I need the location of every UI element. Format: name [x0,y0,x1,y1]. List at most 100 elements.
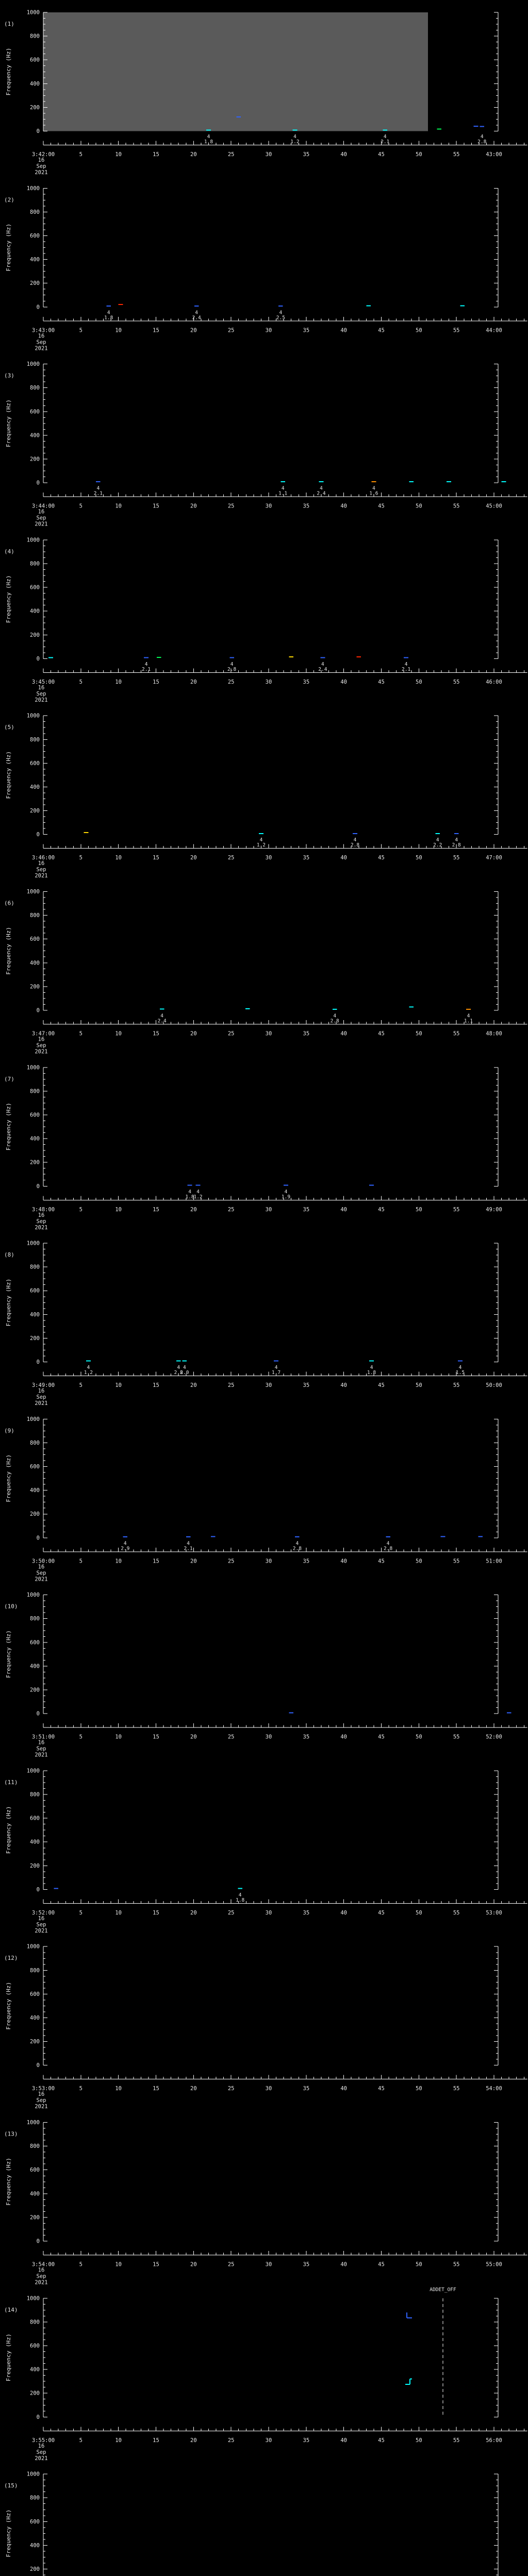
x-tick-label: 30 [266,855,272,861]
event-count-label: 4 [177,1365,180,1370]
event-count-label: 4 [207,134,210,140]
y-tick-label: 600 [30,585,40,591]
y-axis-title: Frequency (Hz) [5,1806,12,1854]
y-tick-label: 400 [30,2191,40,2197]
event-value-label: 2.8 [452,842,461,848]
x-tick-label: 10 [115,679,122,685]
y-tick-label: 1000 [27,2295,40,2301]
x-tick-label: 5 [79,855,82,861]
x-tick-label: 15 [153,2086,159,2092]
event-value-label: 1.8 [367,1370,376,1376]
date-label: Sep [37,2097,46,2104]
y-tick-label: 400 [30,608,40,615]
x-tick-label: 30 [266,1207,272,1213]
x-tick-label: 30 [266,679,272,685]
y-tick-label: 400 [30,2015,40,2021]
date-label: 2021 [35,1048,47,1055]
event-count-label: 4 [87,1365,90,1370]
event-count-label: 4 [196,1189,200,1195]
x-tick-label: 50 [416,1382,422,1388]
date-label: 2021 [35,2280,47,2286]
event-count-label: 4 [285,1189,288,1195]
y-tick-label: 200 [30,1511,40,1517]
event-count-label: 4 [239,1892,242,1898]
event-count-label: 4 [372,486,375,492]
x-tick-label: 30 [266,2086,272,2092]
y-tick-label: 1000 [27,1592,40,1598]
event-value-label: 2.1 [142,667,151,672]
plot-area[interactable] [43,188,498,307]
event-count-label: 4 [275,1365,278,1370]
plot-area[interactable] [43,364,498,483]
event-value-label: 2.8 [174,1370,183,1376]
date-label: 2021 [35,170,47,176]
spectrogram-panel-9: 0 200 400 600 800 1000 3:50:00 5 10 15 20 25 30 35 40 4… [4,1416,527,1582]
y-tick-label: 1000 [27,2471,40,2478]
x-end-label: 54:00 [486,2086,502,2092]
plot-area[interactable] [43,2474,498,2576]
panel-index: (10) [4,1603,18,1610]
x-tick-label: 5 [79,1734,82,1740]
x-tick-label: 50 [416,1030,422,1037]
y-tick-label: 600 [30,2519,40,2525]
x-tick-label: 15 [153,1558,159,1564]
y-tick-label: 0 [37,1359,40,1365]
x-tick-label: 40 [340,151,347,158]
panel-index: (3) [4,372,14,379]
spectrogram-panel-7: 0 200 400 600 800 1000 3:48:00 5 10 15 20 25 30 35 40 4… [4,1064,527,1231]
y-tick-label: 1000 [27,889,40,895]
plot-area[interactable] [43,1946,498,2065]
event-value-label: 2.4 [318,667,327,672]
panel-index: (7) [4,1076,14,1082]
x-tick-label: 10 [115,2086,122,2092]
x-tick-label: 35 [303,679,310,685]
x-tick-label: 30 [266,1382,272,1388]
x-tick-label: 15 [153,1734,159,1740]
plot-area[interactable] [43,716,498,835]
x-tick-label: 55 [453,1734,460,1740]
plot-area[interactable] [43,1770,498,1890]
y-axis-title: Frequency (Hz) [5,1630,12,1678]
x-tick-label: 40 [340,1734,347,1740]
y-tick-label: 400 [30,1136,40,1142]
plot-area[interactable] [43,1243,498,1362]
x-start-label: 3:53:00 [32,2086,55,2092]
plot-area[interactable] [43,1419,498,1538]
x-tick-label: 10 [115,855,122,861]
plot-area[interactable] [43,2122,498,2242]
panel-index: (14) [4,2307,18,2313]
y-tick-label: 0 [37,832,40,838]
spectrogram-panel-14: ADDET_OFF 0 200 400 600 800 1000 3:55:00 5 10 15 20… [4,2287,527,2462]
plot-area[interactable] [43,1595,498,1714]
y-tick-label: 600 [30,233,40,239]
x-start-label: 3:50:00 [32,1558,55,1564]
y-axis-title: Frequency (Hz) [5,1103,12,1150]
x-tick-label: 35 [303,2437,310,2444]
y-tick-label: 0 [37,1711,40,1717]
x-end-label: 52:00 [486,1734,502,1740]
event-value-label: 1.7 [272,1370,280,1376]
y-tick-label: 0 [37,304,40,310]
event-value-label: 1.8 [185,1194,194,1200]
x-end-label: 53:00 [486,1910,502,1916]
plot-area[interactable] [43,1067,498,1187]
x-tick-label: 15 [153,855,159,861]
plot-area[interactable] [43,891,498,1010]
x-tick-label: 20 [190,1910,197,1916]
y-tick-label: 1000 [27,361,40,367]
y-tick-label: 800 [30,2495,40,2501]
x-start-label: 3:43:00 [32,327,55,333]
x-tick-label: 15 [153,2262,159,2268]
event-value-label: 2.4 [317,491,325,497]
x-tick-label: 25 [228,1030,235,1037]
plot-area[interactable] [43,2298,498,2417]
x-tick-label: 50 [416,1734,422,1740]
x-tick-label: 15 [153,1207,159,1213]
event-count-label: 4 [354,837,357,843]
plot-area[interactable] [43,539,498,659]
y-axis-title: Frequency (Hz) [5,2158,12,2206]
y-tick-label: 200 [30,984,40,990]
x-tick-label: 25 [228,679,235,685]
panel-index: (13) [4,2131,18,2138]
event-count-label: 4 [230,662,234,667]
